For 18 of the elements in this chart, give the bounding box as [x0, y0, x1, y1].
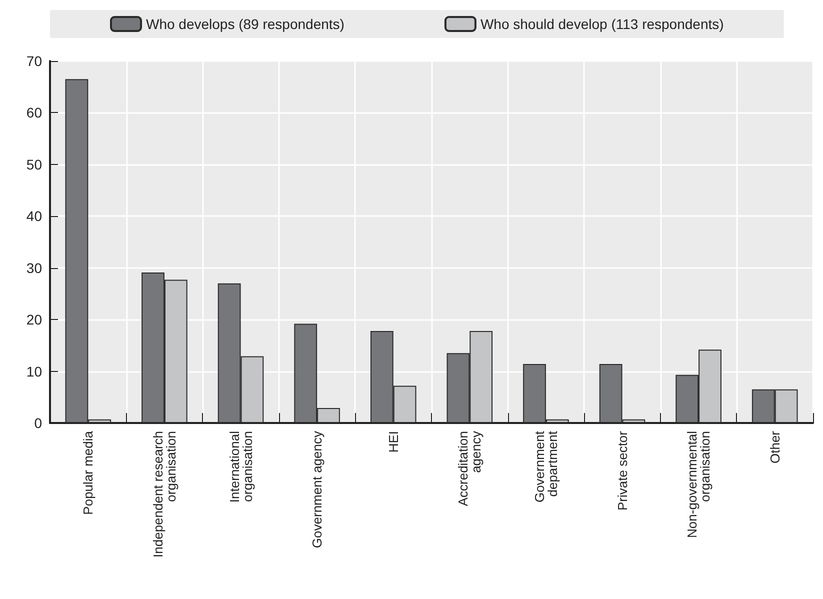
- y-tick-label: 10: [26, 363, 42, 380]
- legend-label: Who develops (89 respondents): [146, 16, 344, 32]
- x-tick-label: Government agency: [310, 430, 325, 548]
- x-tick-label: Accreditation agency: [456, 430, 484, 506]
- x-tick-label: HEI: [386, 431, 401, 453]
- y-tick-label: 70: [26, 53, 42, 69]
- x-tick-label: Popular media: [80, 430, 96, 515]
- y-tick-label: 50: [26, 156, 42, 172]
- y-tick-label: 30: [26, 260, 42, 276]
- y-tick-label: 20: [26, 312, 42, 328]
- x-tick-label: Other: [767, 430, 782, 464]
- y-tick-label: 0: [34, 415, 42, 431]
- y-tick-label: 40: [26, 208, 42, 224]
- legend-label: Who should develop (113 respondents): [480, 16, 724, 32]
- y-tick-label: 60: [26, 104, 42, 121]
- x-tick-label: Non-governmental organisation: [684, 430, 713, 538]
- x-tick-label: Private sector: [614, 430, 630, 510]
- x-tick-label: Independent research organisation: [150, 431, 178, 558]
